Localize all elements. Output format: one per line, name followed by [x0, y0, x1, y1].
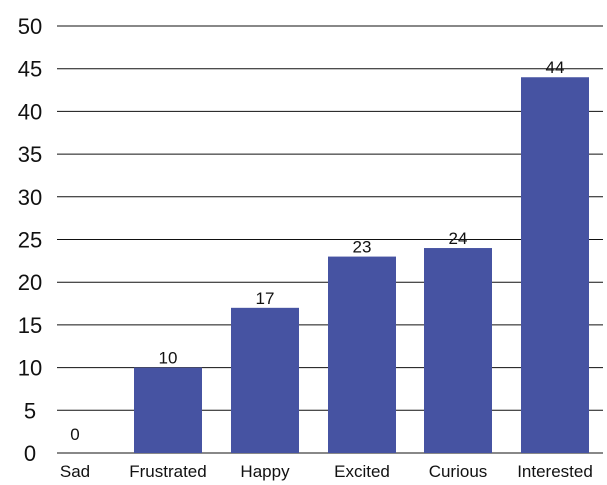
data-labels: 0 10 17 23 24 44	[70, 58, 564, 444]
y-tick-label-50: 50	[18, 14, 42, 39]
x-category-label-curious: Curious	[429, 462, 488, 481]
y-tick-label-30: 30	[18, 185, 42, 210]
bar-interested	[521, 77, 589, 454]
x-category-label-interested: Interested	[517, 462, 593, 481]
data-label-sad: 0	[70, 425, 79, 444]
y-tick-label-15: 15	[18, 313, 42, 338]
data-label-happy: 17	[256, 289, 275, 308]
y-axis-ticks: 0 5 10 15 20 25 30 35 40 45 50	[18, 14, 42, 466]
bar-layer	[134, 77, 589, 454]
x-axis-labels: Sad Frustrated Happy Excited Curious Interest…	[60, 462, 593, 481]
x-category-label-happy: Happy	[240, 462, 290, 481]
y-tick-label-20: 20	[18, 270, 42, 295]
bar-excited	[328, 256, 396, 453]
y-tick-label-10: 10	[18, 356, 42, 381]
x-category-label-excited: Excited	[334, 462, 390, 481]
y-tick-label-25: 25	[18, 228, 42, 253]
bar-curious	[424, 248, 492, 453]
y-tick-label-35: 35	[18, 142, 42, 167]
y-tick-label-5: 5	[24, 398, 36, 423]
y-tick-label-45: 45	[18, 57, 42, 82]
x-category-label-frustrated: Frustrated	[129, 462, 206, 481]
bar-frustrated	[134, 367, 202, 453]
data-label-interested: 44	[546, 58, 565, 77]
y-tick-label-0: 0	[24, 441, 36, 466]
data-label-curious: 24	[449, 229, 468, 248]
data-label-excited: 23	[353, 238, 372, 257]
data-label-frustrated: 10	[159, 349, 178, 368]
bar-happy	[231, 307, 299, 453]
y-tick-label-40: 40	[18, 99, 42, 124]
x-category-label-sad: Sad	[60, 462, 90, 481]
